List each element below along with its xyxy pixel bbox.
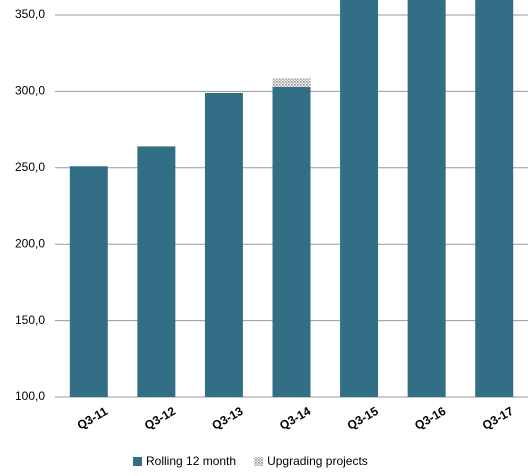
bar — [340, 0, 379, 397]
bar — [475, 0, 514, 398]
bar — [272, 86, 311, 397]
y-tick-label: 300,0 — [15, 84, 45, 98]
bar — [69, 166, 108, 397]
y-tick-label: 200,0 — [15, 236, 45, 250]
x-tick-label: Q3-13 — [210, 404, 246, 433]
x-tick-label: Q3-12 — [142, 404, 178, 433]
y-tick-label: 150,0 — [15, 313, 45, 327]
y-tick-label: 250,0 — [15, 160, 45, 174]
legend-label: Upgrading projects — [267, 454, 368, 468]
bar — [137, 146, 176, 397]
x-tick-label: Q3-14 — [277, 404, 313, 433]
bar — [204, 92, 243, 397]
x-tick-label: Q3-11 — [75, 404, 111, 433]
y-tick-label: 100,0 — [15, 389, 45, 403]
legend-swatch — [254, 457, 264, 466]
x-tick-label: Q3-16 — [412, 404, 448, 433]
legend-label: Rolling 12 month — [146, 454, 236, 468]
x-tick-label: Q3-17 — [480, 404, 516, 433]
legend-swatch — [133, 457, 142, 466]
y-tick-label: 350,0 — [15, 7, 45, 21]
bar — [272, 78, 311, 87]
x-tick-label: Q3-15 — [345, 404, 381, 433]
bar — [407, 0, 446, 398]
